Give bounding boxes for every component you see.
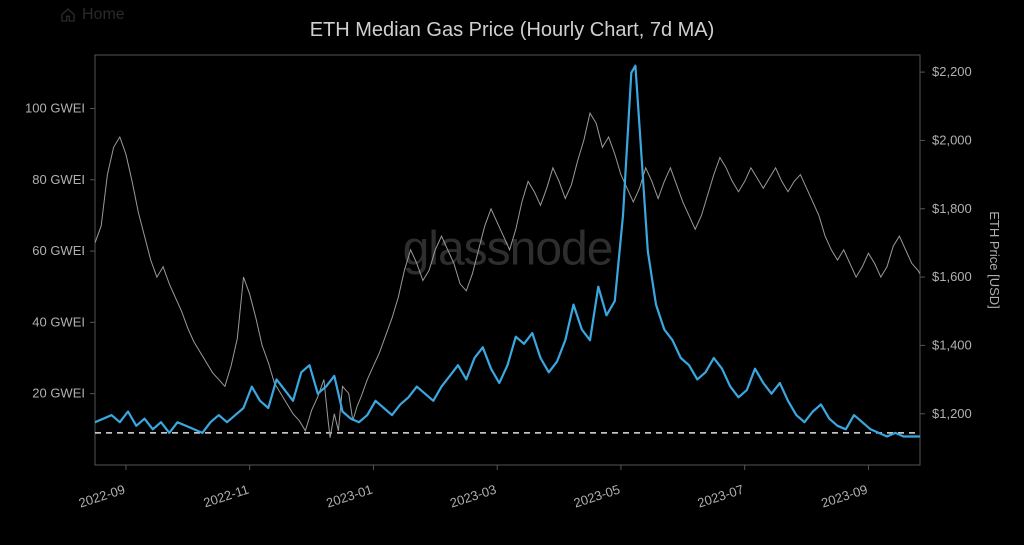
y-left-tick-label: 100 GWEI — [25, 100, 85, 115]
y-left-tick-label: 40 GWEI — [32, 314, 85, 329]
home-icon — [60, 7, 76, 23]
home-label: Home — [82, 6, 125, 24]
y-left-tick-label: 20 GWEI — [32, 386, 85, 401]
y-left-tick-label: 60 GWEI — [32, 243, 85, 258]
chart-container: Home ETH Median Gas Price (Hourly Chart,… — [0, 0, 1024, 545]
y-right-tick-label: $1,600 — [932, 269, 972, 284]
y-left-tick-label: 80 GWEI — [32, 172, 85, 187]
chart-title: ETH Median Gas Price (Hourly Chart, 7d M… — [310, 19, 715, 41]
y-right-tick-label: $1,200 — [932, 406, 972, 421]
watermark: glassnode — [403, 222, 613, 275]
chart-svg: ETH Median Gas Price (Hourly Chart, 7d M… — [0, 0, 1024, 545]
home-nav-ghost: Home — [60, 6, 125, 24]
y-right-tick-label: $1,800 — [932, 201, 972, 216]
y-right-tick-label: $1,400 — [932, 337, 972, 352]
y-right-axis-label: ETH Price [USD] — [987, 211, 1002, 309]
y-right-tick-label: $2,200 — [932, 64, 972, 79]
y-right-tick-label: $2,000 — [932, 132, 972, 147]
